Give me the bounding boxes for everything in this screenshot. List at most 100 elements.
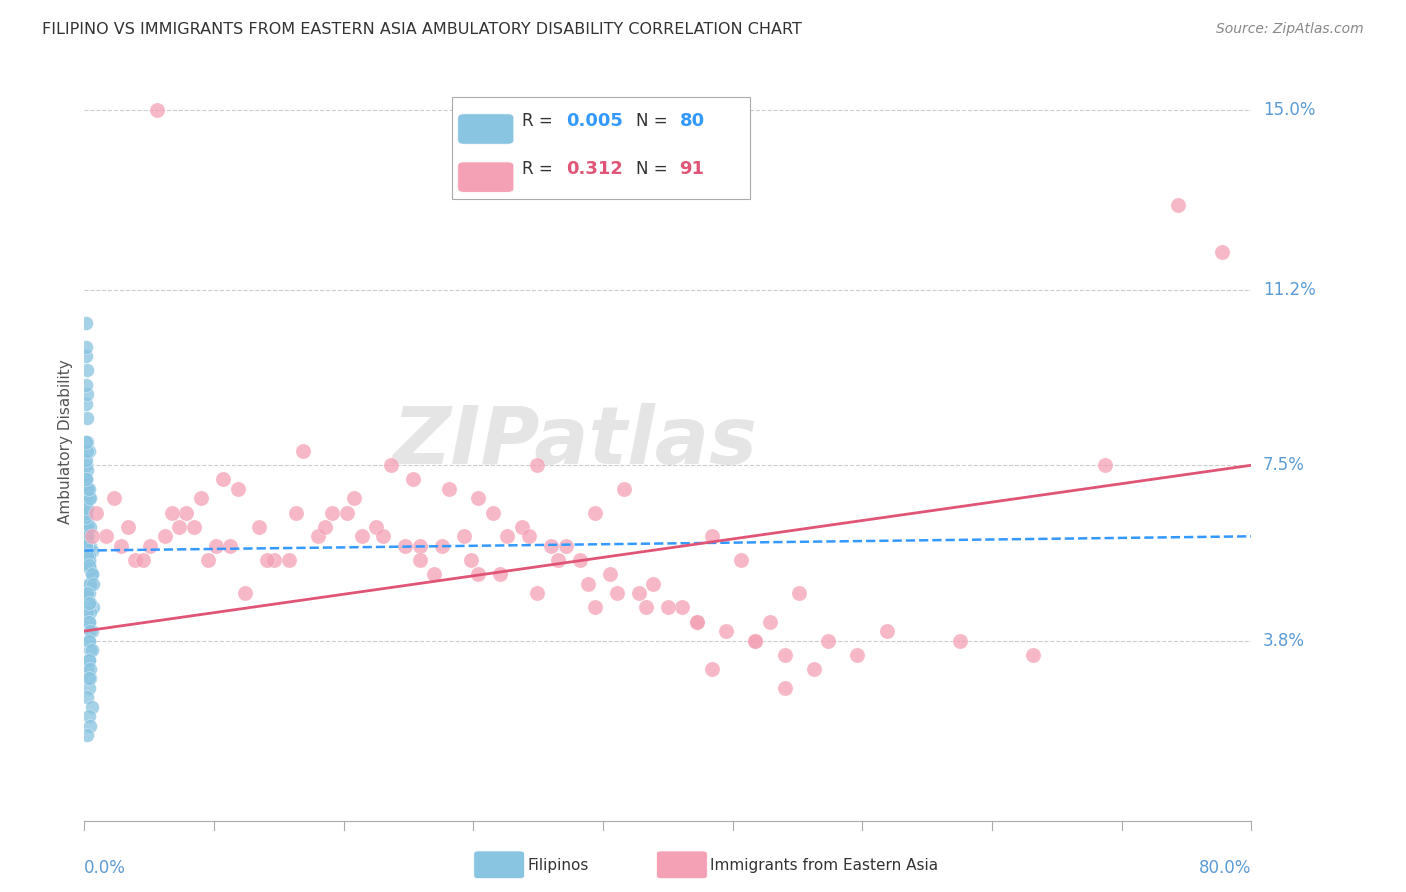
Point	[437, 482, 460, 496]
Point	[77, 633, 100, 648]
Point	[467, 567, 489, 582]
Point	[79, 596, 101, 610]
Point	[547, 553, 569, 567]
Point	[510, 520, 533, 534]
Point	[634, 600, 657, 615]
Point	[79, 643, 101, 657]
Point	[76, 387, 98, 401]
Point	[453, 529, 475, 543]
Point	[489, 567, 512, 582]
Point	[76, 515, 98, 529]
Point	[613, 482, 636, 496]
Point	[76, 605, 98, 619]
Point	[284, 506, 307, 520]
Point	[76, 529, 98, 543]
Point	[80, 624, 103, 639]
Point	[77, 615, 100, 629]
Point	[75, 539, 97, 553]
Point	[77, 553, 100, 567]
Point	[76, 586, 98, 600]
Point	[1094, 458, 1116, 473]
Point	[117, 520, 139, 534]
Point	[96, 529, 118, 543]
Point	[77, 633, 100, 648]
Point	[75, 506, 97, 520]
Point	[744, 633, 766, 648]
Point	[77, 558, 100, 572]
Point	[77, 652, 100, 666]
Point	[76, 482, 98, 496]
Point	[343, 491, 366, 506]
Point	[167, 520, 190, 534]
Point	[153, 529, 176, 543]
Point	[716, 624, 738, 639]
Point	[79, 719, 101, 733]
Point	[212, 473, 235, 487]
Point	[80, 543, 103, 558]
Point	[76, 586, 98, 600]
Text: R =: R =	[522, 112, 558, 129]
Point	[75, 496, 97, 510]
Point	[1167, 197, 1189, 211]
Text: 11.2%: 11.2%	[1263, 281, 1316, 299]
Point	[75, 558, 97, 572]
Point	[686, 615, 709, 629]
Point	[576, 576, 599, 591]
Point	[876, 624, 898, 639]
Point	[467, 491, 489, 506]
Point	[350, 529, 373, 543]
Point	[76, 520, 98, 534]
Point	[773, 648, 796, 662]
Point	[366, 520, 388, 534]
Point	[75, 473, 97, 487]
Point	[599, 567, 621, 582]
Point	[146, 103, 169, 117]
Point	[606, 586, 628, 600]
Point	[75, 491, 97, 506]
Point	[307, 529, 329, 543]
Point	[75, 377, 97, 392]
Point	[526, 586, 548, 600]
Point	[219, 539, 242, 553]
Point	[787, 586, 810, 600]
Point	[409, 539, 432, 553]
Text: 15.0%: 15.0%	[1263, 101, 1316, 119]
Point	[80, 567, 103, 582]
Point	[75, 473, 97, 487]
Point	[76, 410, 98, 425]
Point	[103, 491, 125, 506]
Text: R =: R =	[522, 160, 558, 178]
Text: FILIPINO VS IMMIGRANTS FROM EASTERN ASIA AMBULATORY DISABILITY CORRELATION CHART: FILIPINO VS IMMIGRANTS FROM EASTERN ASIA…	[42, 22, 801, 37]
Point	[526, 458, 548, 473]
Point	[517, 529, 540, 543]
Point	[430, 539, 453, 553]
Point	[75, 458, 97, 473]
Point	[204, 539, 226, 553]
Point	[76, 434, 98, 449]
Point	[79, 662, 101, 676]
Text: Filipinos: Filipinos	[527, 858, 589, 872]
Point	[79, 624, 101, 639]
Point	[554, 539, 576, 553]
Text: 0.0%: 0.0%	[84, 858, 127, 877]
Point	[75, 453, 97, 467]
Point	[233, 586, 256, 600]
Point	[256, 553, 278, 567]
Point	[401, 473, 423, 487]
Point	[76, 363, 98, 377]
Point	[373, 529, 395, 543]
Point	[773, 681, 796, 695]
Point	[76, 662, 98, 676]
Point	[75, 349, 97, 363]
Point	[75, 340, 97, 354]
Point	[76, 463, 98, 477]
Text: 3.8%: 3.8%	[1263, 632, 1305, 649]
Point	[124, 553, 146, 567]
Point	[80, 643, 103, 657]
Point	[77, 596, 100, 610]
Point	[79, 562, 101, 576]
Point	[1211, 244, 1233, 259]
Text: Source: ZipAtlas.com: Source: ZipAtlas.com	[1216, 22, 1364, 37]
Point	[627, 586, 650, 600]
Point	[803, 662, 825, 676]
